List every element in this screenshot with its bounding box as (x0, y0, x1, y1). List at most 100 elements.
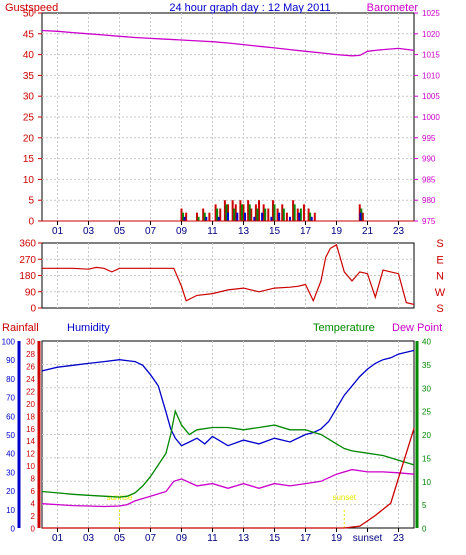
sunset-label: sunset (332, 493, 356, 502)
x-tick-label: 15 (269, 226, 281, 237)
right-tick-label: 1010 (422, 71, 440, 80)
temperature-tick-label: 35 (422, 361, 431, 370)
x-tick-label: 19 (331, 226, 343, 237)
rainfall-label: Rainfall (2, 322, 39, 334)
x-tick-label: 03 (83, 533, 95, 544)
rainfall-tick-label: 2 (31, 512, 36, 521)
temperature-tick-label: 15 (422, 454, 431, 463)
right-tick-label: 1000 (422, 113, 440, 122)
x-tick-label: 19 (331, 533, 343, 544)
left-tick-label: 30 (23, 92, 35, 103)
compass-label: S (436, 238, 443, 250)
rainfall-tick-label: 12 (26, 450, 35, 459)
right-tick-label: 1015 (422, 51, 440, 60)
panel3-grid (42, 341, 414, 528)
x-tick-label: sunset (353, 533, 383, 544)
rainfall-tick-label: 22 (26, 387, 35, 396)
x-tick-label: 23 (393, 533, 405, 544)
left-tick-label: 50 (23, 9, 35, 20)
wind-direction-line (42, 243, 415, 305)
x-tick-label: 17 (300, 533, 312, 544)
temperature-tick-label: 40 (422, 338, 431, 347)
x-tick-label: 21 (362, 226, 374, 237)
right-tick-label: 975 (422, 217, 436, 226)
panel1-right-ticks: 975 980 985 990 995 1000 1005 1010 1015 1020 1025 (414, 9, 440, 226)
dewpoint-label: Dew Point (392, 322, 442, 334)
panel3-right-ticks: 0 5 10 15 20 25 30 35 40 (415, 338, 431, 534)
panel1-grid (42, 13, 414, 221)
left-tick-label: 15 (23, 154, 35, 165)
humidity-tick-label: 0 (11, 525, 16, 534)
rainfall-tick-label: 20 (26, 400, 35, 409)
right-tick-label: 985 (422, 175, 436, 184)
right-tick-label: 995 (422, 134, 436, 143)
panel2-left-ticks: 360 270 180 90 0 (19, 239, 42, 315)
x-tick-label: 05 (114, 533, 126, 544)
left-tick-label: 45 (23, 29, 35, 40)
compass-label: W (435, 287, 446, 299)
left-tick-label: 35 (23, 71, 35, 82)
x-axis-top: 01 03 05 07 09 11 13 15 17 19 21 23 (52, 221, 404, 237)
temperature-tick-label: 25 (422, 408, 431, 417)
rainfall-tick-label: 8 (31, 475, 36, 484)
left-tick-label: 90 (25, 287, 37, 298)
humidity-tick-label: 30 (6, 468, 15, 477)
humidity-tick-label: 20 (6, 487, 15, 496)
chart-title: 24 hour graph day : 12 May 2011 (169, 2, 330, 14)
rainfall-tick-label: 4 (31, 500, 36, 509)
right-tick-label: 990 (422, 155, 436, 164)
x-tick-label: 01 (52, 226, 64, 237)
x-tick-label: 09 (176, 226, 188, 237)
panel2-series (42, 243, 415, 305)
compass-label: E (436, 254, 443, 266)
dew-point-line (41, 468, 415, 508)
compass-label: N (436, 271, 444, 283)
panel3-series (41, 349, 415, 529)
x-tick-label: 09 (176, 533, 188, 544)
temperature-tick-label: 0 (422, 525, 427, 534)
temperature-tick-label: 10 (422, 478, 431, 487)
left-tick-label: 20 (23, 133, 35, 144)
humidity-tick-label: 80 (6, 375, 15, 384)
rainfall-tick-label: 0 (31, 525, 36, 534)
rainfall-tick-label: 6 (31, 487, 36, 496)
left-tick-label: 360 (19, 239, 36, 250)
rainfall-tick-label: 18 (26, 412, 35, 421)
rainfall-line (42, 428, 415, 529)
compass-label: S (436, 303, 443, 315)
x-tick-label: 13 (238, 533, 250, 544)
temperature-tick-label: 5 (422, 501, 427, 510)
x-tick-label: 03 (83, 226, 95, 237)
x-tick-label: 13 (238, 226, 250, 237)
humidity-line (41, 349, 415, 447)
right-tick-label: 1020 (422, 30, 440, 39)
x-tick-label: 15 (269, 533, 281, 544)
x-axis-bottom: 01 03 05 07 09 11 13 15 17 19 sunset 23 (52, 528, 405, 544)
humidity-tick-label: 100 (2, 338, 16, 347)
temperature-tick-label: 20 (422, 431, 431, 440)
rainfall-tick-label: 10 (26, 462, 35, 471)
left-tick-label: 25 (23, 113, 35, 124)
right-tick-label: 1025 (422, 9, 440, 18)
panel1-series (41, 29, 415, 222)
x-tick-label: 07 (145, 533, 157, 544)
left-tick-label: 10 (23, 175, 35, 186)
temperature-label: Temperature (313, 322, 375, 334)
barometer-line (41, 29, 415, 57)
rainfall-tick-label: 28 (26, 350, 35, 359)
humidity-tick-label: 60 (6, 412, 15, 421)
rainfall-tick-label: 14 (26, 437, 35, 446)
rainfall-tick-label: 26 (26, 362, 35, 371)
x-tick-label: 11 (207, 533, 218, 544)
right-tick-label: 1005 (422, 92, 440, 101)
humidity-tick-label: 10 (6, 506, 15, 515)
left-tick-label: 5 (28, 196, 34, 207)
left-tick-label: 180 (19, 271, 36, 282)
rainfall-tick-label: 16 (26, 425, 35, 434)
left-tick-label: 40 (23, 50, 35, 61)
left-tick-label: 0 (28, 217, 34, 228)
humidity-label: Humidity (67, 322, 110, 334)
barometer-label: Barometer (367, 2, 419, 14)
